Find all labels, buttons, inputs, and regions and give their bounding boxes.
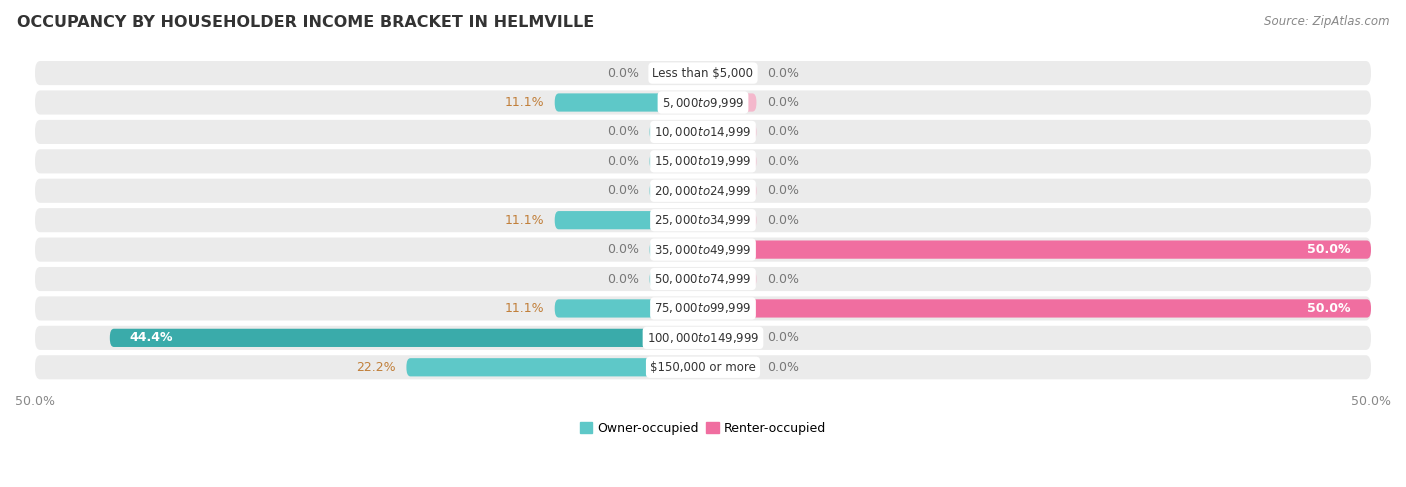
FancyBboxPatch shape	[650, 64, 703, 82]
FancyBboxPatch shape	[650, 270, 703, 288]
FancyBboxPatch shape	[35, 326, 1371, 350]
Text: 0.0%: 0.0%	[607, 273, 638, 285]
FancyBboxPatch shape	[35, 267, 1371, 291]
FancyBboxPatch shape	[35, 150, 1371, 173]
FancyBboxPatch shape	[703, 182, 756, 200]
Text: $75,000 to $99,999: $75,000 to $99,999	[654, 301, 752, 316]
FancyBboxPatch shape	[35, 120, 1371, 144]
Text: 0.0%: 0.0%	[768, 331, 799, 344]
Text: 0.0%: 0.0%	[768, 96, 799, 109]
Text: 0.0%: 0.0%	[768, 155, 799, 168]
Text: $35,000 to $49,999: $35,000 to $49,999	[654, 243, 752, 257]
FancyBboxPatch shape	[555, 211, 703, 229]
FancyBboxPatch shape	[703, 152, 756, 170]
Text: $20,000 to $24,999: $20,000 to $24,999	[654, 184, 752, 198]
FancyBboxPatch shape	[555, 94, 703, 112]
Text: Source: ZipAtlas.com: Source: ZipAtlas.com	[1264, 15, 1389, 28]
Text: OCCUPANCY BY HOUSEHOLDER INCOME BRACKET IN HELMVILLE: OCCUPANCY BY HOUSEHOLDER INCOME BRACKET …	[17, 15, 595, 30]
Text: 11.1%: 11.1%	[505, 214, 544, 226]
FancyBboxPatch shape	[703, 241, 1371, 259]
Text: 0.0%: 0.0%	[768, 361, 799, 374]
Text: 0.0%: 0.0%	[607, 67, 638, 79]
FancyBboxPatch shape	[703, 329, 756, 347]
Text: 50.0%: 50.0%	[1308, 302, 1351, 315]
Text: 44.4%: 44.4%	[129, 331, 173, 344]
Text: 0.0%: 0.0%	[607, 184, 638, 197]
FancyBboxPatch shape	[555, 300, 703, 318]
Text: 0.0%: 0.0%	[768, 214, 799, 226]
FancyBboxPatch shape	[703, 94, 756, 112]
FancyBboxPatch shape	[703, 300, 1371, 318]
Text: 0.0%: 0.0%	[768, 126, 799, 138]
Text: $50,000 to $74,999: $50,000 to $74,999	[654, 272, 752, 286]
Text: 0.0%: 0.0%	[768, 184, 799, 197]
Text: $15,000 to $19,999: $15,000 to $19,999	[654, 154, 752, 169]
FancyBboxPatch shape	[35, 61, 1371, 85]
Text: $5,000 to $9,999: $5,000 to $9,999	[662, 95, 744, 110]
Text: 0.0%: 0.0%	[607, 126, 638, 138]
FancyBboxPatch shape	[650, 241, 703, 259]
Text: Less than $5,000: Less than $5,000	[652, 67, 754, 79]
FancyBboxPatch shape	[35, 355, 1371, 379]
FancyBboxPatch shape	[650, 182, 703, 200]
FancyBboxPatch shape	[110, 329, 703, 347]
FancyBboxPatch shape	[35, 91, 1371, 114]
Text: $100,000 to $149,999: $100,000 to $149,999	[647, 331, 759, 345]
FancyBboxPatch shape	[35, 238, 1371, 262]
FancyBboxPatch shape	[406, 358, 703, 376]
Legend: Owner-occupied, Renter-occupied: Owner-occupied, Renter-occupied	[575, 417, 831, 440]
FancyBboxPatch shape	[650, 152, 703, 170]
Text: 0.0%: 0.0%	[768, 67, 799, 79]
Text: $10,000 to $14,999: $10,000 to $14,999	[654, 125, 752, 139]
FancyBboxPatch shape	[703, 358, 756, 376]
Text: 0.0%: 0.0%	[607, 155, 638, 168]
FancyBboxPatch shape	[35, 297, 1371, 320]
FancyBboxPatch shape	[703, 123, 756, 141]
Text: 0.0%: 0.0%	[768, 273, 799, 285]
FancyBboxPatch shape	[703, 270, 756, 288]
Text: 50.0%: 50.0%	[1308, 243, 1351, 256]
FancyBboxPatch shape	[650, 123, 703, 141]
FancyBboxPatch shape	[703, 64, 756, 82]
Text: 11.1%: 11.1%	[505, 302, 544, 315]
Text: 0.0%: 0.0%	[607, 243, 638, 256]
Text: $150,000 or more: $150,000 or more	[650, 361, 756, 374]
Text: 22.2%: 22.2%	[356, 361, 395, 374]
FancyBboxPatch shape	[703, 211, 756, 229]
Text: 11.1%: 11.1%	[505, 96, 544, 109]
FancyBboxPatch shape	[35, 179, 1371, 203]
Text: $25,000 to $34,999: $25,000 to $34,999	[654, 213, 752, 227]
FancyBboxPatch shape	[35, 208, 1371, 232]
